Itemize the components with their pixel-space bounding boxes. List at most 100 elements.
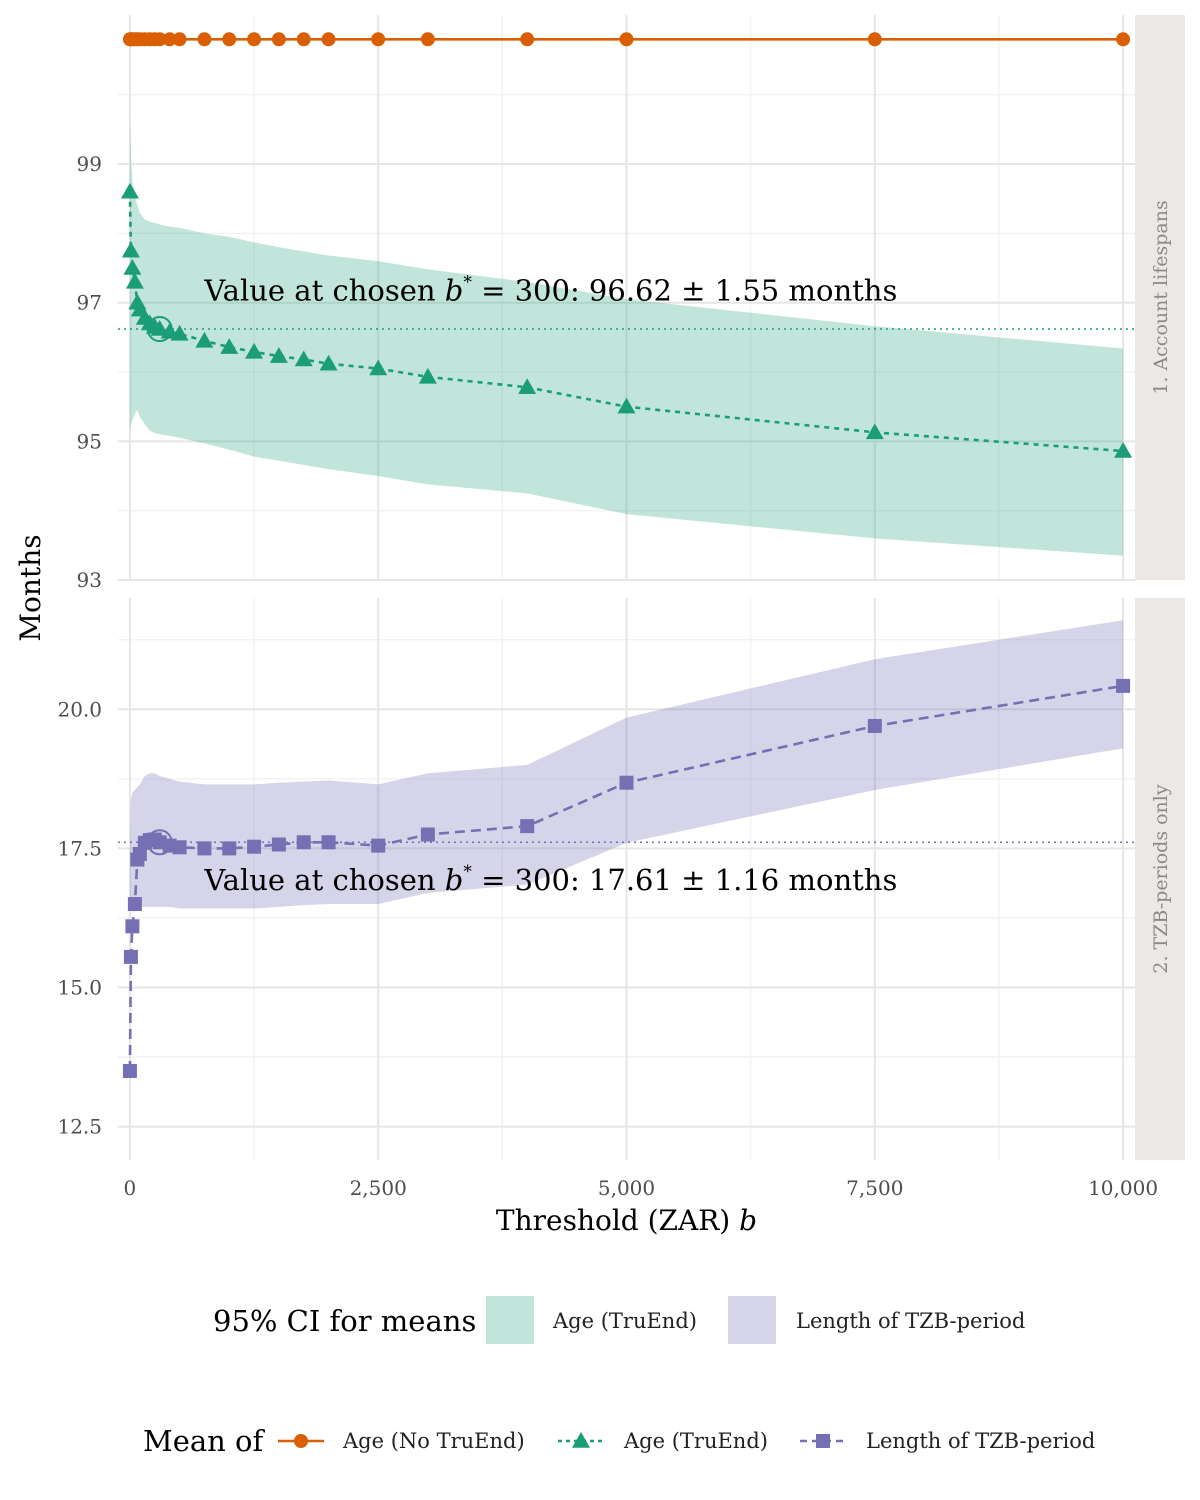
annotation-suffix: = 300: 96.62 ± 1.55 months (472, 274, 897, 308)
y-tick-label: 99 (77, 152, 102, 176)
data-point (520, 32, 535, 47)
legend-mean: Mean of Age (No TruEnd) Age (TruEnd) Length… (143, 1424, 1095, 1458)
legend-key-marker (572, 1432, 590, 1448)
data-point (518, 378, 537, 395)
annotation-sup: * (463, 862, 472, 882)
data-point (120, 182, 139, 199)
y-tick-label: 95 (77, 429, 102, 453)
x-tick-label: 0 (124, 1176, 137, 1200)
data-point (269, 347, 288, 363)
legend-title: 95% CI for means (213, 1304, 476, 1338)
legend-label: Age (TruEnd) (552, 1309, 697, 1333)
legend-swatch (486, 1296, 534, 1344)
data-point (125, 919, 140, 934)
strip-label: 2. TZB-periods only (1150, 784, 1172, 973)
strip-background (1135, 598, 1185, 1160)
data-point (321, 32, 336, 47)
y-tick-label: 93 (77, 568, 102, 592)
legend-label: Length of TZB-period (796, 1309, 1025, 1333)
x-axis-title-var: b (739, 1204, 757, 1237)
gridlines (118, 15, 1135, 581)
data-point (195, 331, 214, 348)
chosen-point-marker (146, 829, 173, 856)
x-tick-label: 10,000 (1088, 1176, 1158, 1200)
data-point (150, 320, 169, 336)
data-point (197, 32, 212, 47)
annotation-var: b (445, 863, 464, 897)
data-point (420, 827, 435, 842)
data-point (1114, 442, 1133, 458)
annotation-var: b (445, 274, 464, 308)
series-no_truend (122, 32, 1131, 47)
annotation-prefix: Value at chosen (203, 863, 444, 897)
data-point (371, 838, 386, 853)
gridlines (118, 598, 1135, 1160)
series-line (128, 191, 1124, 453)
data-point (296, 835, 311, 850)
annotation-prefix: Value at chosen (203, 274, 444, 308)
data-point (420, 32, 435, 47)
series-line (128, 684, 1124, 1071)
data-point (245, 342, 264, 359)
data-point (222, 32, 237, 47)
data-point (222, 841, 237, 856)
data-point (619, 32, 634, 47)
data-point (371, 32, 386, 47)
x-axis-title: Threshold (ZAR) b (496, 1204, 757, 1237)
y-tick-label: 97 (77, 291, 102, 315)
legend-ci: 95% CI for means Age (TruEnd) Length of TZ… (213, 1296, 1025, 1344)
confidence-band (129, 620, 1124, 910)
confidence-band (129, 115, 1124, 556)
x-axis-title-text: Threshold (ZAR) (496, 1204, 739, 1237)
series-tzb (122, 678, 1131, 1078)
y-tick-label: 12.5 (57, 1115, 102, 1139)
data-point (152, 32, 167, 47)
data-point (172, 840, 187, 855)
data-point (617, 397, 636, 414)
data-point (123, 949, 138, 964)
data-point (619, 775, 634, 790)
y-tick-label: 15.0 (57, 976, 102, 1000)
data-point (271, 32, 286, 47)
data-point (418, 367, 437, 384)
x-tick-label: 2,500 (350, 1176, 407, 1200)
annotation-text: Value at chosen b* = 300: 96.62 ± 1.55 m… (203, 273, 897, 308)
data-point (294, 350, 313, 367)
legend-label: Age (TruEnd) (623, 1429, 768, 1453)
data-point (247, 839, 262, 854)
annotation-suffix: = 300: 17.61 ± 1.16 months (472, 863, 897, 897)
data-point (520, 819, 535, 834)
legend-label: Length of TZB-period (866, 1429, 1095, 1453)
data-point (122, 1063, 137, 1078)
legend-swatch (728, 1296, 776, 1344)
data-point (1116, 32, 1131, 47)
data-point (132, 846, 147, 861)
data-point (121, 241, 140, 258)
data-point (867, 32, 882, 47)
data-point (170, 324, 189, 341)
data-point (123, 259, 142, 275)
data-point (271, 837, 286, 852)
legend-title: Mean of (143, 1424, 266, 1458)
y-tick-label: 17.5 (57, 836, 102, 860)
annotation-sup: * (463, 273, 472, 293)
data-point (296, 32, 311, 47)
panel-1: 1. Account lifespans 93 95 97 99 Value at cho… (77, 15, 1185, 592)
data-point (162, 32, 177, 47)
y-axis-title: Months (14, 534, 47, 641)
legend-key-marker (816, 1434, 830, 1448)
data-point (369, 359, 388, 376)
series-truend (120, 182, 1133, 458)
strip-label: 1. Account lifespans (1150, 200, 1172, 394)
x-tick-label: 7,500 (846, 1176, 903, 1200)
data-point (247, 32, 262, 47)
data-point (197, 841, 212, 856)
data-point (867, 718, 882, 733)
data-point (172, 32, 187, 47)
data-point (220, 338, 239, 354)
annotation-text: Value at chosen b* = 300: 17.61 ± 1.16 m… (203, 862, 897, 897)
x-tick-label: 5,000 (598, 1176, 655, 1200)
data-point (321, 835, 336, 850)
chosen-point-marker (146, 316, 173, 343)
